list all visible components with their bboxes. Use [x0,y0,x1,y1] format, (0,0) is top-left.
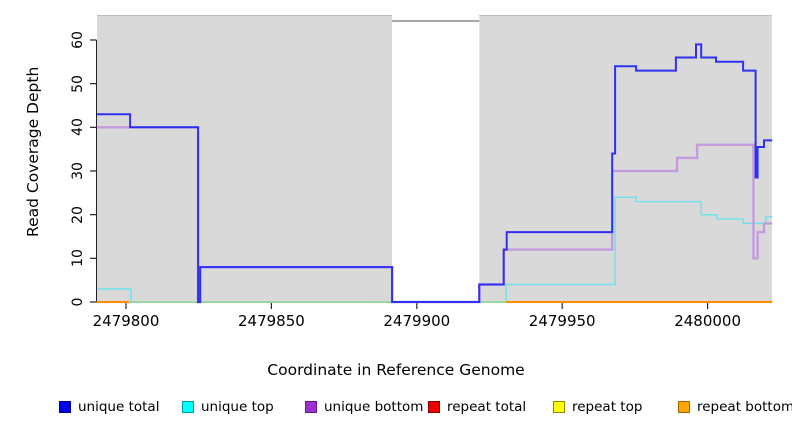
legend-item-unique-total: unique total [59,398,159,416]
y-tick-label: 0 [70,297,86,307]
y-tick-label: 20 [70,205,86,224]
legend-item-repeat-bottom: repeat bottom [678,398,792,416]
x-tick-label: 2479950 [528,312,596,330]
x-tick-label: 2480000 [674,312,741,330]
x-axis-title: Coordinate in Reference Genome [267,361,525,379]
y-tick-label: 40 [70,118,86,137]
legend-item-unique-top: unique top [182,398,274,416]
legend-label: repeat top [572,399,643,415]
legend-swatch-icon [678,401,690,413]
legend-item-repeat-top: repeat top [553,398,642,416]
legend: unique total unique top unique bottom repea… [0,398,792,420]
legend-label: repeat total [447,399,527,415]
y-tick-label: 60 [70,31,86,49]
legend-swatch-icon [59,401,71,413]
legend-swatch-icon [428,401,440,413]
coverage-gap-band [392,15,480,302]
x-tick-label: 2479900 [383,312,451,330]
legend-item-repeat-total: repeat total [428,398,526,416]
y-tick-label: 30 [70,162,86,180]
legend-swatch-icon [182,401,194,413]
y-axis-title: Read Coverage Depth [24,66,42,237]
x-tick-label: 2479800 [92,312,160,330]
legend-label: unique total [78,399,160,415]
legend-label: unique bottom [324,399,424,415]
y-tick-label: 10 [70,249,86,268]
series-line-unique-total [96,43,773,303]
legend-label: repeat bottom [697,399,792,415]
y-tick-label: 50 [70,74,86,93]
x-tick-label: 2479850 [237,312,305,330]
legend-label: unique top [201,399,274,415]
legend-item-unique-bottom: unique bottom [305,398,423,416]
legend-swatch-icon [305,401,317,413]
legend-swatch-icon [553,401,565,413]
